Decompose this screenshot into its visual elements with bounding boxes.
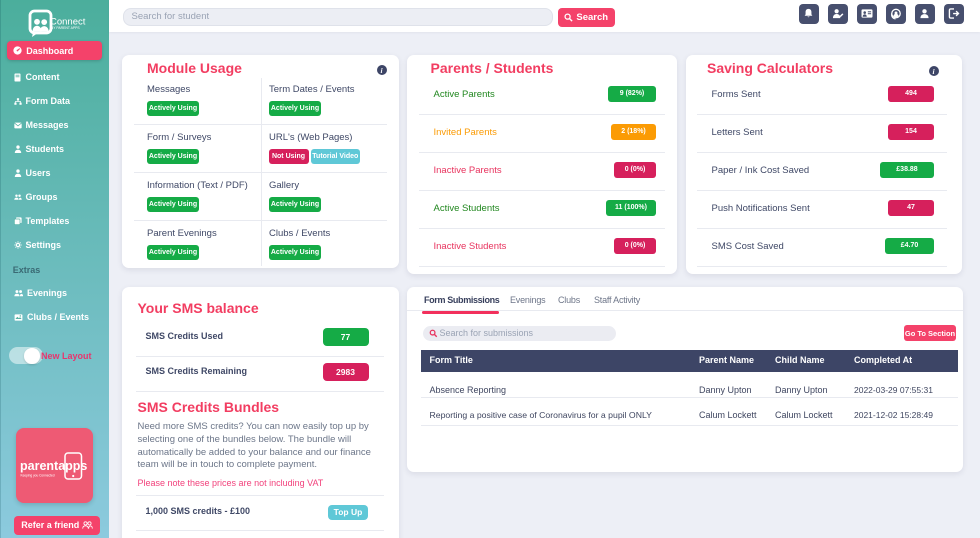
svg-text:Connect: Connect: [50, 17, 86, 28]
svg-text:parentapps: parentapps: [20, 459, 87, 473]
svg-text:BY PARENT APPS: BY PARENT APPS: [51, 26, 80, 30]
svg-text:Keeping you Connected: Keeping you Connected: [20, 474, 54, 478]
